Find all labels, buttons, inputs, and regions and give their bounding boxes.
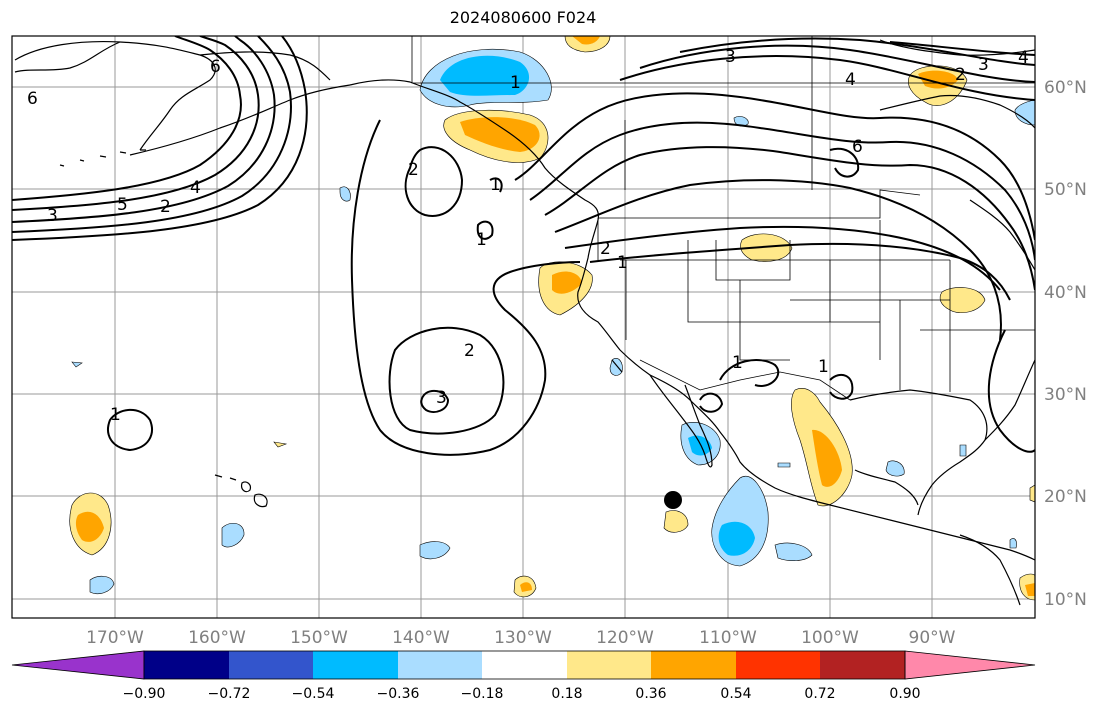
lon-label-170w: 170°W	[86, 628, 144, 648]
colorbar-tick-2: −0.72	[208, 686, 251, 702]
contour-label-1d: 1	[490, 175, 501, 195]
contour-label-2c: 2	[464, 341, 475, 361]
location-marker	[664, 491, 682, 509]
colorbar-max-extension	[904, 650, 1036, 680]
contour-label-3c: 3	[725, 47, 736, 67]
contour-label-1g: 1	[818, 357, 829, 377]
contour-label-1c: 1	[110, 405, 121, 425]
map-border	[11, 35, 1036, 619]
lat-label-30n: 30°N	[1044, 385, 1087, 405]
lon-label-100w: 100°W	[801, 628, 859, 648]
contour-labels: 1 2 3 4 5 6 2 1 2 3 1 6 3 2 4 2 3 4 1 1 …	[27, 47, 1029, 425]
contour-label-1f: 1	[732, 353, 743, 373]
colorbar-segment-3	[313, 651, 398, 679]
map-title: 2024080600 F024	[449, 8, 597, 27]
contour-label-1e: 1	[476, 230, 487, 250]
lon-label-160w: 160°W	[188, 628, 246, 648]
contour-label-6: 6	[27, 89, 38, 109]
lon-label-120w: 120°W	[596, 628, 654, 648]
contour-label-4b: 4	[190, 178, 201, 198]
contour-label-3b: 3	[436, 388, 447, 408]
lat-label-60n: 60°N	[1044, 78, 1087, 98]
contour-label-6b: 6	[852, 137, 863, 157]
colorbar-border	[143, 650, 906, 680]
colorbar: −0.90 −0.72 −0.54 −0.36 −0.18 0.18 0.36 …	[11, 650, 1036, 702]
colorbar-tick-7: 0.36	[635, 686, 666, 702]
contour-label-3d: 3	[978, 55, 989, 75]
shading-regions	[69, 36, 1035, 601]
colorbar-segment-5	[482, 651, 567, 679]
colorbar-tick-1: −0.90	[123, 686, 166, 702]
lon-label-90w: 90°W	[909, 628, 956, 648]
colorbar-tick-6: 0.18	[551, 686, 582, 702]
lon-label-140w: 140°W	[392, 628, 450, 648]
lon-label-130w: 130°W	[494, 628, 552, 648]
borders	[411, 36, 1035, 401]
colorbar-tick-4: −0.36	[377, 686, 420, 702]
colorbar-segment-6	[567, 651, 651, 679]
lat-label-20n: 20°N	[1044, 487, 1087, 507]
lat-label-40n: 40°N	[1044, 283, 1087, 303]
colorbar-tick-8: 0.54	[720, 686, 751, 702]
contour-label-5: 5	[117, 195, 128, 215]
contour-label-1: 1	[510, 73, 521, 93]
colorbar-tick-10: 0.90	[889, 686, 920, 702]
lon-label-110w: 110°W	[699, 628, 757, 648]
colorbar-tick-3: −0.54	[292, 686, 335, 702]
contour-label-2: 2	[408, 160, 419, 180]
contour-label-1b: 1	[617, 253, 628, 273]
colorbar-min-extension	[11, 650, 145, 680]
contours	[12, 36, 1035, 456]
contour-label-2d: 2	[160, 197, 171, 217]
colorbar-segment-7	[651, 651, 736, 679]
latitude-labels: 60°N 50°N 40°N 30°N 20°N 10°N	[1044, 78, 1087, 610]
contour-label-6c: 6	[210, 57, 221, 77]
contour-label-4c: 4	[1018, 48, 1029, 68]
colorbar-segment-9	[820, 651, 905, 679]
lat-label-10n: 10°N	[1044, 590, 1087, 610]
lon-label-150w: 150°W	[290, 628, 348, 648]
contour-label-2e: 2	[955, 65, 966, 85]
colorbar-segment-4	[398, 651, 482, 679]
colorbar-tick-9: 0.72	[804, 686, 835, 702]
longitude-labels: 170°W 160°W 150°W 140°W 130°W 120°W 110°…	[86, 628, 956, 648]
contour-label-3: 3	[47, 206, 58, 226]
colorbar-segment-1	[144, 651, 229, 679]
colorbar-tick-5: −0.18	[461, 686, 504, 702]
contour-label-4: 4	[845, 70, 856, 90]
lat-label-50n: 50°N	[1044, 180, 1087, 200]
colorbar-segment-2	[229, 651, 313, 679]
colorbar-segment-8	[736, 651, 820, 679]
contour-label-2b: 2	[600, 239, 611, 259]
